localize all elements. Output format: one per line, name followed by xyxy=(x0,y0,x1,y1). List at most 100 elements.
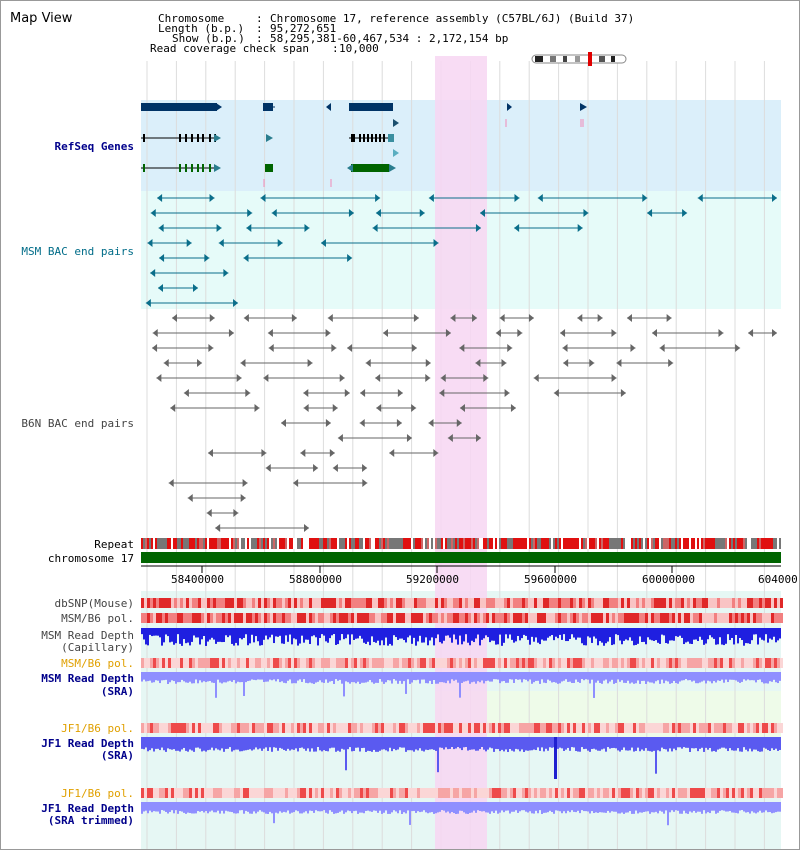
read-depth-bar xyxy=(213,802,215,813)
read-depth-bar xyxy=(603,737,605,749)
read-depth-bar xyxy=(755,672,757,683)
polymorphism-segment xyxy=(729,788,732,798)
read-depth-bar xyxy=(499,628,501,635)
read-depth-bar xyxy=(417,802,419,812)
track-label-jf1-b6-pol-1[interactable]: JF1/B6 pol. xyxy=(61,722,134,735)
read-depth-bar xyxy=(215,628,217,644)
repeat-segment xyxy=(721,538,723,549)
polymorphism-segment xyxy=(534,598,537,608)
polymorphism-segment xyxy=(381,723,384,733)
read-depth-bar xyxy=(303,737,305,749)
track-label-b6n-bac[interactable]: B6N BAC end pairs xyxy=(21,417,134,430)
polymorphism-segment xyxy=(483,658,486,668)
read-depth-bar xyxy=(483,628,485,639)
polymorphism-segment xyxy=(387,598,390,608)
repeat-segment xyxy=(535,538,537,549)
read-depth-bar xyxy=(667,737,669,752)
polymorphism-segment xyxy=(579,658,582,668)
polymorphism-segment xyxy=(450,598,453,608)
polymorphism-segment xyxy=(723,598,726,608)
read-depth-bar xyxy=(361,628,363,639)
read-depth-bar xyxy=(599,628,601,642)
polymorphism-segment xyxy=(300,788,303,798)
read-depth-bar xyxy=(647,802,649,812)
polymorphism-segment xyxy=(246,598,249,608)
track-label-msm-bac[interactable]: MSM BAC end pairs xyxy=(21,245,134,258)
chromosome-bar xyxy=(141,552,781,563)
read-depth-bar xyxy=(771,802,773,814)
read-depth-bar xyxy=(431,628,433,638)
read-depth-bar xyxy=(677,628,679,637)
polymorphism-segment xyxy=(669,613,672,623)
gene-exon xyxy=(265,164,273,172)
polymorphism-segment xyxy=(573,658,576,668)
polymorphism-segment xyxy=(330,658,333,668)
track-label-msm-read-depth-capillary[interactable]: MSM Read Depth xyxy=(41,629,134,642)
track-label-msm-read-depth-sra[interactable]: MSM Read Depth xyxy=(41,672,134,685)
track-label-msm-b6-pol-2[interactable]: MSM/B6 pol. xyxy=(61,657,134,670)
bac-end xyxy=(419,209,425,217)
repeat-segment xyxy=(653,538,655,549)
polymorphism-segment xyxy=(201,788,204,798)
track-label-dbsnp[interactable]: dbSNP(Mouse) xyxy=(54,597,134,610)
read-depth-bar xyxy=(231,802,233,813)
polymorphism-segment xyxy=(279,658,282,668)
track-label-chromosome[interactable]: chromosome 17 xyxy=(47,552,134,565)
read-depth-bar xyxy=(423,672,425,680)
repeat-segment xyxy=(171,538,173,549)
track-label-jf1-b6-pol-2[interactable]: JF1/B6 pol. xyxy=(61,787,134,800)
bac-end xyxy=(209,314,215,322)
read-depth-bar xyxy=(513,628,515,643)
read-depth-bar xyxy=(501,672,503,682)
repeat-segment xyxy=(373,538,375,549)
polymorphism-segment xyxy=(420,613,423,623)
read-depth-bar xyxy=(607,737,609,748)
track-label-repeat[interactable]: Repeat xyxy=(94,538,134,551)
read-depth-bar xyxy=(145,802,147,811)
read-depth-bar xyxy=(339,737,341,752)
polymorphism-segment xyxy=(489,598,492,608)
track-label-msm-b6-pol-1[interactable]: MSM/B6 pol. xyxy=(61,612,134,625)
track-label-jf1-read-depth-trimmed[interactable]: JF1 Read Depth xyxy=(41,802,134,815)
repeat-segment xyxy=(307,538,309,549)
track-label-refseq[interactable]: RefSeq Genes xyxy=(54,140,134,153)
polymorphism-segment xyxy=(303,723,306,733)
polymorphism-segment xyxy=(396,788,399,798)
read-depth-bar xyxy=(757,737,759,752)
polymorphism-segment xyxy=(510,613,513,623)
read-depth-bar xyxy=(739,628,741,639)
polymorphism-segment xyxy=(702,613,705,623)
repeat-segment xyxy=(337,538,339,549)
repeat-segment xyxy=(755,538,757,549)
read-depth-bar xyxy=(463,672,465,682)
polymorphism-segment xyxy=(588,598,591,608)
polymorphism-segment xyxy=(354,788,357,798)
polymorphism-segment xyxy=(213,723,216,733)
polymorphism-segment xyxy=(150,788,153,798)
read-depth-bar xyxy=(575,802,577,813)
polymorphism-segment xyxy=(654,598,657,608)
polymorphism-segment xyxy=(618,658,621,668)
read-depth-spike xyxy=(554,737,557,779)
track-label-jf1-read-depth-sra[interactable]: JF1 Read Depth xyxy=(41,737,134,750)
read-depth-bar xyxy=(157,672,159,681)
read-depth-bar xyxy=(683,737,685,748)
polymorphism-segment xyxy=(162,788,165,798)
repeat-segment xyxy=(691,538,693,549)
polymorphism-segment xyxy=(207,598,210,608)
gene-arrow xyxy=(326,103,331,111)
read-depth-bar xyxy=(467,628,469,643)
read-depth-bar xyxy=(441,628,443,644)
read-depth-bar xyxy=(729,628,731,641)
read-depth-bar xyxy=(447,672,449,681)
read-depth-bar xyxy=(499,672,501,684)
polymorphism-segment xyxy=(609,658,612,668)
bac-end xyxy=(659,344,665,352)
polymorphism-segment xyxy=(549,788,552,798)
polymorphism-segment xyxy=(270,598,273,608)
read-depth-bar xyxy=(643,672,645,681)
repeat-segment xyxy=(641,538,643,549)
repeat-segment xyxy=(639,538,641,549)
polymorphism-segment xyxy=(693,788,696,798)
